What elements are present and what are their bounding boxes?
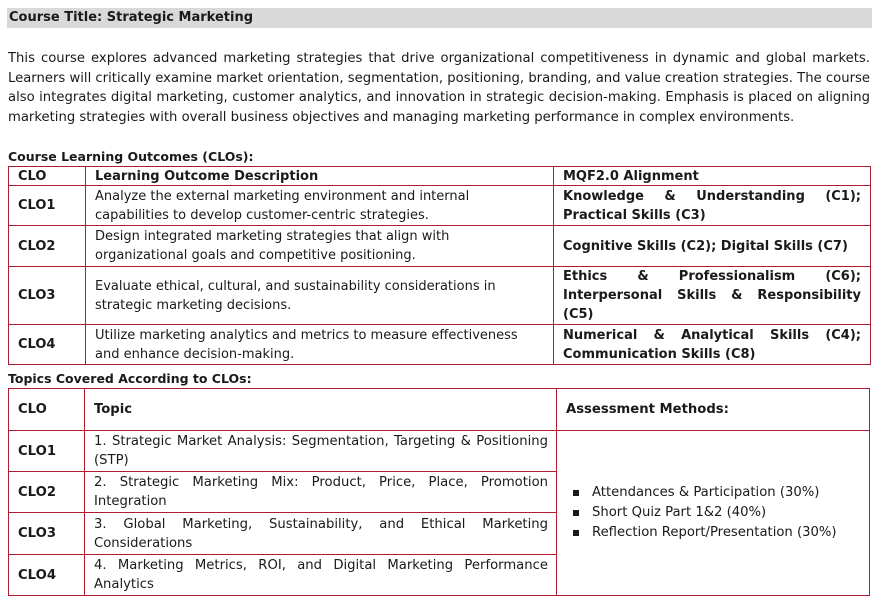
clo-code: CLO4 bbox=[8, 324, 86, 365]
topic-text: 3. Global Marketing, Sustainability, and… bbox=[84, 512, 557, 555]
clo-description: Design integrated marketing strategies t… bbox=[85, 225, 554, 267]
topics-section-heading: Topics Covered According to CLOs: bbox=[8, 371, 252, 386]
table-row: CLO1 1. Strategic Market Analysis: Segme… bbox=[8, 430, 870, 596]
table-row: CLO2 2. Strategic Marketing Mix: Product… bbox=[8, 471, 870, 513]
course-title: Course Title: Strategic Marketing bbox=[7, 8, 872, 28]
topic-text: 1. Strategic Market Analysis: Segmentati… bbox=[84, 430, 557, 472]
table-row: CLO4 Utilize marketing analytics and met… bbox=[8, 324, 871, 365]
topic-clo-code: CLO4 bbox=[8, 554, 85, 596]
clo-description: Evaluate ethical, cultural, and sustaina… bbox=[85, 266, 554, 325]
clo-code: CLO3 bbox=[8, 266, 86, 325]
topics-table: CLO Topic Assessment Methods: CLO1 1. St… bbox=[8, 388, 870, 596]
clo-header-clo: CLO bbox=[8, 166, 86, 186]
clo-header-alignment: MQF2.0 Alignment bbox=[553, 166, 871, 186]
topic-text: 4. Marketing Metrics, ROI, and Digital M… bbox=[84, 554, 557, 596]
assessment-item: Reflection Report/Presentation (30%) bbox=[572, 523, 861, 543]
topic-clo-code: CLO3 bbox=[8, 512, 85, 555]
clo-alignment: Ethics & Professionalism (C6); Interpers… bbox=[553, 266, 871, 325]
topic-clo-code: CLO2 bbox=[8, 471, 85, 513]
clo-table-header: CLO Learning Outcome Description MQF2.0 … bbox=[8, 166, 871, 186]
clo-description: Utilize marketing analytics and metrics … bbox=[85, 324, 554, 365]
topic-text: 2. Strategic Marketing Mix: Product, Pri… bbox=[84, 471, 557, 513]
course-description: This course explores advanced marketing … bbox=[8, 51, 870, 125]
assessment-list: Attendances & Participation (30%) Short … bbox=[566, 483, 861, 543]
clo-description: Analyze the external marketing environme… bbox=[85, 185, 554, 226]
clo-table: CLO Learning Outcome Description MQF2.0 … bbox=[8, 166, 871, 365]
table-row: CLO4 4. Marketing Metrics, ROI, and Digi… bbox=[8, 554, 870, 596]
table-row: CLO3 3. Global Marketing, Sustainability… bbox=[8, 512, 870, 555]
assessment-methods-cell: Attendances & Participation (30%) Short … bbox=[556, 430, 870, 596]
topic-clo-code: CLO1 bbox=[8, 430, 85, 472]
table-row: CLO1 Analyze the external marketing envi… bbox=[8, 185, 871, 226]
table-row: CLO3 Evaluate ethical, cultural, and sus… bbox=[8, 266, 871, 325]
clo-header-description: Learning Outcome Description bbox=[85, 166, 554, 186]
clo-code: CLO2 bbox=[8, 225, 86, 267]
assessment-item: Attendances & Participation (30%) bbox=[572, 483, 861, 503]
table-row: CLO2 Design integrated marketing strateg… bbox=[8, 225, 871, 267]
clo-alignment: Numerical & Analytical Skills (C4); Comm… bbox=[553, 324, 871, 365]
assessment-item: Short Quiz Part 1&2 (40%) bbox=[572, 503, 861, 523]
topics-table-header: CLO Topic Assessment Methods: bbox=[8, 388, 870, 431]
topics-header-assessment: Assessment Methods: bbox=[556, 388, 870, 431]
clo-code: CLO1 bbox=[8, 185, 86, 226]
clo-section-heading: Course Learning Outcomes (CLOs): bbox=[8, 149, 254, 164]
clo-alignment: Knowledge & Understanding (C1); Practica… bbox=[553, 185, 871, 226]
topics-header-clo: CLO bbox=[8, 388, 85, 431]
clo-alignment: Cognitive Skills (C2); Digital Skills (C… bbox=[553, 225, 871, 267]
topics-header-topic: Topic bbox=[84, 388, 557, 431]
